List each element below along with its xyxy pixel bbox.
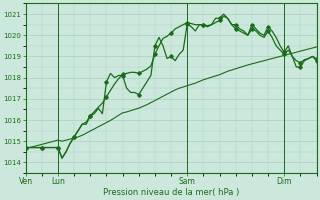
X-axis label: Pression niveau de la mer( hPa ): Pression niveau de la mer( hPa )	[103, 188, 239, 197]
